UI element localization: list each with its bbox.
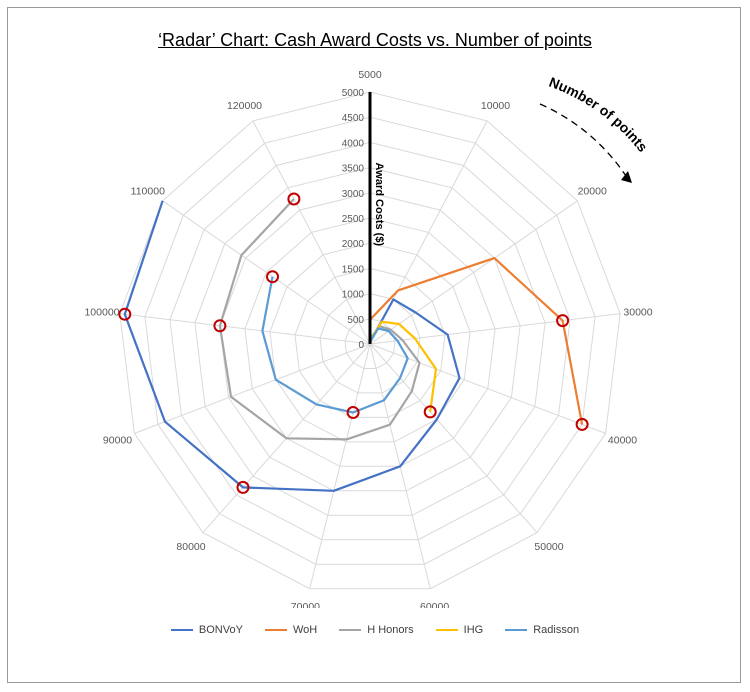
chart-frame: ‘Radar’ Chart: Cash Award Costs vs. Numb… bbox=[7, 7, 741, 683]
radial-tick-label: 1500 bbox=[342, 264, 365, 275]
radar-chart: 0 500 1000 1500 2000 2500 3000 3500 4000 4500 5000… bbox=[84, 69, 652, 608]
category-label: 100000 bbox=[84, 307, 119, 319]
legend-item: Radisson bbox=[505, 624, 579, 636]
grid-spoke bbox=[162, 200, 371, 345]
category-label: 30000 bbox=[623, 307, 652, 319]
legend-item: WoH bbox=[264, 624, 318, 636]
legend-swatch bbox=[435, 629, 458, 631]
radial-tick-label: 0 bbox=[358, 340, 364, 351]
highlight-circle bbox=[236, 480, 250, 494]
grid-ring bbox=[244, 217, 496, 467]
legend-label: BONVoY bbox=[198, 624, 243, 636]
grid-ring bbox=[219, 192, 521, 492]
angular-axis-title: Number of points bbox=[547, 74, 651, 155]
legend-label: WoH bbox=[292, 624, 318, 636]
grid-ring bbox=[144, 116, 596, 565]
grid-spoke bbox=[369, 343, 606, 434]
np-arrowhead bbox=[621, 171, 632, 183]
grid-ring bbox=[269, 242, 471, 443]
radial-tick-label: 4500 bbox=[342, 113, 365, 124]
legend-item: IHG bbox=[435, 624, 484, 636]
grid-spoke bbox=[309, 343, 371, 589]
grid-ring bbox=[319, 293, 421, 394]
category-label: 110000 bbox=[131, 186, 165, 198]
radial-tick-label: 5000 bbox=[342, 88, 365, 99]
category-label: 120000 bbox=[227, 100, 262, 112]
legend-item: BONVoY bbox=[170, 624, 243, 636]
category-label: 70000 bbox=[291, 601, 320, 608]
highlight-circle bbox=[213, 319, 227, 333]
legend-label: H Honors bbox=[367, 624, 414, 636]
grid-spoke bbox=[369, 313, 621, 345]
category-label: 90000 bbox=[103, 435, 132, 447]
radial-tick-label: 4000 bbox=[342, 138, 365, 149]
series-lines bbox=[123, 198, 584, 492]
radial-tick-label: 500 bbox=[347, 315, 364, 326]
category-label: 80000 bbox=[176, 541, 205, 553]
radial-axis-title: Award Costs ($) bbox=[373, 163, 385, 247]
series-line-h-honors bbox=[218, 198, 421, 441]
angular-axis-title-text: Number of points bbox=[547, 74, 651, 155]
legend: BONVoY WoH H Honors IHG Radisson bbox=[8, 624, 742, 636]
legend-swatch bbox=[264, 629, 287, 631]
chart-title: ‘Radar’ Chart: Cash Award Costs vs. Numb… bbox=[158, 30, 592, 50]
category-label: 40000 bbox=[608, 435, 637, 447]
series-line-ihg bbox=[369, 320, 438, 413]
highlight-circles bbox=[118, 192, 589, 494]
radial-tick-label: 3000 bbox=[342, 189, 365, 200]
highlight-circle bbox=[118, 307, 132, 321]
grid-spoke bbox=[369, 343, 538, 533]
legend-item: H Honors bbox=[339, 624, 414, 636]
category-label: 60000 bbox=[420, 601, 449, 608]
radial-tick-label: 3500 bbox=[342, 164, 365, 175]
legend-swatch bbox=[505, 629, 528, 631]
series-line-bonvoy bbox=[123, 200, 461, 492]
category-label: 10000 bbox=[481, 100, 510, 112]
series-line-radisson bbox=[261, 276, 409, 414]
legend-swatch bbox=[170, 629, 193, 631]
legend-swatch bbox=[339, 629, 362, 631]
grid-spoke bbox=[134, 343, 371, 434]
highlight-circle bbox=[575, 417, 589, 431]
highlight-circle bbox=[556, 314, 570, 328]
legend-label: IHG bbox=[463, 624, 484, 636]
grid-ring bbox=[194, 167, 546, 516]
grid-ring bbox=[169, 141, 571, 541]
grid-spoke bbox=[252, 120, 371, 345]
legend-label: Radisson bbox=[533, 624, 580, 636]
category-label: 50000 bbox=[534, 541, 563, 553]
radial-tick-label: 1000 bbox=[342, 290, 365, 301]
grid-ring bbox=[294, 267, 446, 418]
np-dashed-arrow bbox=[539, 103, 627, 177]
highlight-circle bbox=[423, 405, 437, 419]
radial-tick-label: 2000 bbox=[342, 239, 365, 250]
category-label: 5000 bbox=[358, 69, 382, 81]
highlight-circle bbox=[287, 192, 301, 206]
grid-spoke bbox=[119, 313, 371, 345]
highlight-circle bbox=[266, 270, 279, 284]
category-label: 20000 bbox=[578, 186, 607, 198]
grid-spoke bbox=[369, 200, 578, 345]
series-line-woh bbox=[369, 257, 584, 425]
highlight-circle bbox=[346, 406, 360, 419]
radial-tick-label: 2500 bbox=[342, 214, 365, 225]
